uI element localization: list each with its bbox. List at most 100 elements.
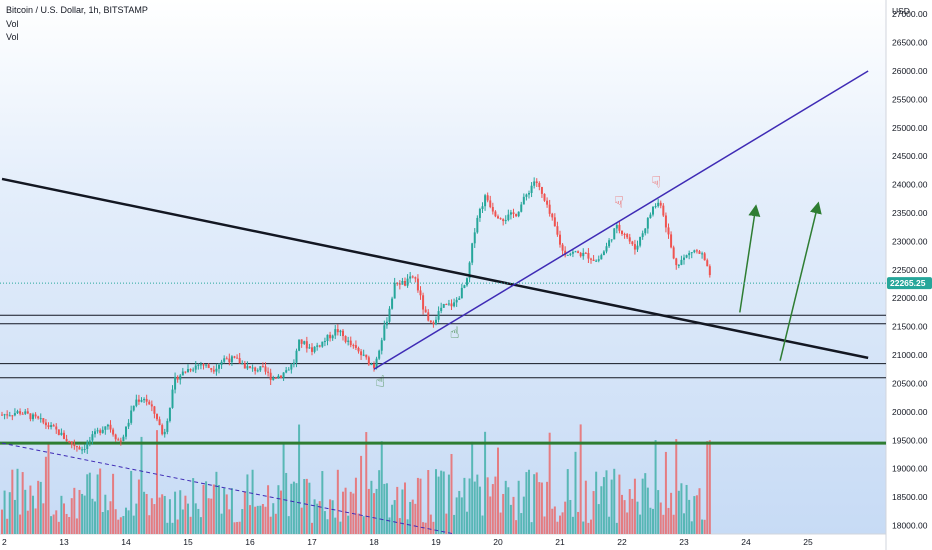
- volume-indicator-1[interactable]: Vol: [6, 19, 19, 29]
- volume-bar: [698, 488, 701, 534]
- volume-bar: [564, 501, 567, 534]
- volume-bar: [19, 514, 22, 534]
- volume-bar: [233, 522, 236, 534]
- volume-bar: [300, 507, 303, 534]
- candle-body: [649, 214, 652, 219]
- volume-bar: [639, 514, 642, 534]
- volume-bar: [228, 509, 231, 534]
- volume-bar: [249, 505, 251, 534]
- candle-body: [24, 411, 27, 414]
- candle-body: [471, 243, 474, 263]
- candle-body: [205, 364, 208, 366]
- candle-body: [597, 259, 600, 261]
- volume-bar: [504, 480, 507, 534]
- candle-body: [667, 227, 670, 235]
- time-axis-ticks: 2 13 14 15 16 17 18 19 20 21 22 23 24 25: [2, 537, 813, 547]
- candle-body: [143, 398, 146, 401]
- volume-bar: [453, 514, 456, 534]
- candle-body: [476, 217, 479, 233]
- candle-body: [153, 406, 156, 414]
- candle-body: [569, 253, 572, 255]
- candle-body: [504, 220, 507, 222]
- candle-body: [411, 276, 414, 278]
- volume-bar: [659, 502, 662, 534]
- volume-bar: [50, 516, 53, 534]
- volume-bar: [114, 509, 117, 534]
- candle-body: [212, 369, 215, 372]
- volume-bar: [623, 500, 626, 534]
- volume-bar: [135, 503, 138, 534]
- candle-body: [223, 358, 226, 362]
- candle-body: [99, 430, 102, 433]
- volume-bar: [592, 491, 595, 534]
- candle-body: [688, 253, 691, 256]
- volume-bar: [370, 480, 373, 534]
- volume-bar: [24, 489, 27, 534]
- volume-bar: [119, 517, 122, 534]
- candle-body: [453, 302, 456, 307]
- volume-bar: [127, 510, 130, 534]
- candle-body: [662, 205, 665, 216]
- candle-body: [334, 329, 337, 336]
- volume-bar: [499, 512, 502, 534]
- candle-body: [29, 413, 32, 420]
- volume-bar: [321, 471, 324, 534]
- candle-body: [460, 287, 463, 299]
- candle-body: [94, 431, 96, 435]
- candle-body: [55, 426, 58, 430]
- volume-bars: [1, 424, 711, 534]
- candle-body: [44, 422, 47, 426]
- candle-body: [690, 252, 693, 254]
- candle-body: [396, 282, 399, 284]
- candle-body: [8, 415, 11, 417]
- volume-bar: [442, 471, 445, 534]
- volume-bar: [318, 501, 321, 534]
- volume-bar: [13, 499, 16, 534]
- candle-body: [52, 425, 55, 427]
- candle-body: [657, 202, 660, 207]
- volume-bar: [99, 468, 102, 534]
- volume-bar: [367, 488, 370, 534]
- volume-bar: [595, 471, 598, 534]
- volume-bar: [577, 511, 580, 534]
- currency-label: USD: [892, 6, 910, 16]
- volume-bar: [122, 516, 125, 534]
- candle-body: [148, 401, 151, 405]
- candle-body: [631, 241, 634, 245]
- volume-indicator-2[interactable]: Vol: [6, 32, 19, 42]
- volume-bar: [179, 490, 182, 534]
- candle-body: [243, 363, 246, 369]
- candle-body: [626, 234, 629, 238]
- candle-body: [473, 232, 476, 244]
- volume-bar: [373, 493, 375, 534]
- volume-bar: [137, 479, 140, 534]
- volume-bar: [199, 517, 202, 534]
- volume-bar: [342, 491, 344, 534]
- volume-bar: [535, 472, 538, 534]
- candle-body: [654, 206, 657, 208]
- volume-bar: [305, 478, 308, 534]
- candle-body: [269, 372, 272, 380]
- volume-bar: [509, 504, 512, 534]
- candle-body: [484, 195, 487, 207]
- volume-bar: [349, 491, 352, 534]
- candle-body: [132, 405, 135, 411]
- volume-bar: [447, 474, 450, 534]
- candle-body: [429, 320, 432, 323]
- time-tick-label: 17: [307, 537, 317, 547]
- volume-bar: [290, 483, 293, 534]
- candle-body: [587, 253, 590, 259]
- candle-body: [344, 336, 347, 342]
- candle-body: [556, 226, 559, 235]
- volume-bar: [143, 491, 146, 534]
- volume-bar: [251, 469, 254, 534]
- volume-bar: [125, 507, 127, 534]
- candle-body: [13, 413, 16, 416]
- candle-body: [463, 285, 466, 288]
- volume-bar: [75, 518, 78, 534]
- candle-body: [21, 413, 24, 415]
- volume-bar: [429, 514, 432, 534]
- candle-body: [551, 213, 554, 218]
- volume-bar: [344, 487, 347, 534]
